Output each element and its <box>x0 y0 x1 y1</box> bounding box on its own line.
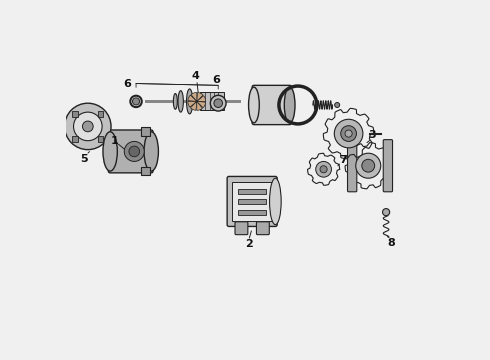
FancyBboxPatch shape <box>108 130 153 173</box>
Ellipse shape <box>173 94 177 109</box>
FancyArrow shape <box>145 100 242 103</box>
FancyBboxPatch shape <box>347 140 357 192</box>
Bar <box>98 136 103 142</box>
Bar <box>238 189 267 194</box>
Circle shape <box>316 161 331 177</box>
Ellipse shape <box>284 87 295 123</box>
Circle shape <box>335 103 340 108</box>
Wedge shape <box>188 95 197 102</box>
Bar <box>238 210 267 215</box>
Ellipse shape <box>178 91 183 112</box>
Text: 2: 2 <box>245 239 252 249</box>
Text: 5: 5 <box>80 154 88 163</box>
Wedge shape <box>197 93 203 102</box>
Text: 1: 1 <box>111 136 119 146</box>
Circle shape <box>124 141 144 161</box>
Bar <box>73 136 78 142</box>
Bar <box>200 93 223 111</box>
Ellipse shape <box>187 89 193 114</box>
Circle shape <box>356 153 381 178</box>
Bar <box>232 182 272 221</box>
Circle shape <box>334 119 363 148</box>
Circle shape <box>345 130 352 137</box>
Ellipse shape <box>248 87 259 123</box>
Ellipse shape <box>144 132 158 171</box>
Circle shape <box>65 103 111 150</box>
Ellipse shape <box>270 178 281 225</box>
Text: 6: 6 <box>123 78 131 89</box>
Circle shape <box>210 95 226 111</box>
Circle shape <box>74 112 102 141</box>
Wedge shape <box>197 96 206 102</box>
FancyBboxPatch shape <box>235 222 248 235</box>
Text: 6: 6 <box>213 75 220 85</box>
Text: 7: 7 <box>340 156 347 165</box>
Bar <box>73 111 78 117</box>
Bar <box>142 167 150 175</box>
FancyBboxPatch shape <box>383 140 392 192</box>
Circle shape <box>362 159 375 172</box>
Circle shape <box>320 166 327 173</box>
FancyBboxPatch shape <box>256 222 270 235</box>
FancyBboxPatch shape <box>227 176 277 226</box>
Circle shape <box>341 126 356 141</box>
FancyBboxPatch shape <box>252 85 292 125</box>
Wedge shape <box>197 102 202 111</box>
Text: 3: 3 <box>368 130 376 140</box>
Bar <box>142 127 150 136</box>
Wedge shape <box>197 102 206 108</box>
Circle shape <box>383 208 390 216</box>
Circle shape <box>129 146 140 157</box>
Wedge shape <box>191 93 197 102</box>
Text: 8: 8 <box>388 238 395 248</box>
Ellipse shape <box>103 132 117 171</box>
Circle shape <box>132 98 140 105</box>
Bar <box>238 199 267 204</box>
Circle shape <box>214 99 222 108</box>
Circle shape <box>82 121 93 132</box>
Wedge shape <box>188 102 197 107</box>
Wedge shape <box>191 102 197 110</box>
Bar <box>98 111 103 117</box>
Text: 4: 4 <box>191 71 199 81</box>
